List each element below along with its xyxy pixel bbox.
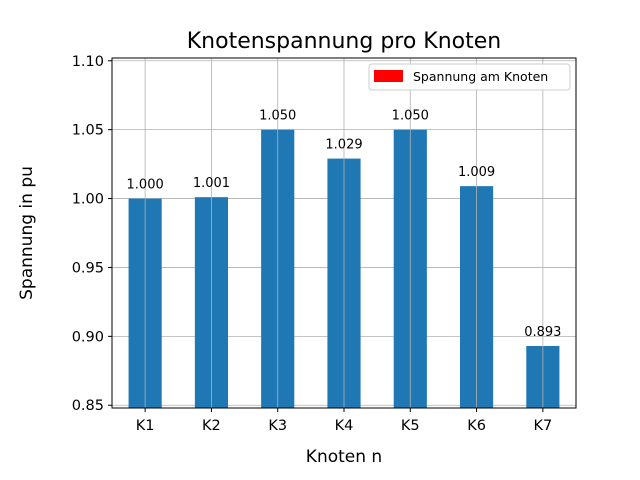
y-tick-label: 1.00 (72, 192, 104, 208)
y-tick-label: 0.85 (72, 398, 104, 414)
x-tick-label: K3 (268, 418, 287, 434)
y-tick-label: 1.05 (72, 123, 104, 139)
x-axis-label: Knoten n (306, 447, 382, 467)
legend-box (368, 63, 571, 91)
data-label: 1.029 (325, 138, 362, 153)
legend: Spannung am Knoten (368, 63, 571, 91)
y-tick-label: 0.90 (72, 329, 104, 345)
plot-frame (111, 57, 577, 409)
data-label: 1.000 (127, 178, 164, 193)
y-axis-label: Spannung in pu (17, 166, 37, 300)
x-tick-label: K1 (136, 418, 155, 434)
legend-label: Spannung am Knoten (413, 69, 548, 84)
bar-value-labels: 1.000 1.001 1.050 1.029 1.050 1.009 0.893 (127, 109, 562, 340)
x-tick-label: K6 (467, 418, 486, 434)
x-tick-label: K7 (533, 418, 552, 434)
data-label: 1.001 (193, 176, 230, 191)
x-axis-ticks: K1 K2 K3 K4 K5 K6 K7 (136, 408, 552, 434)
x-tick-label: K4 (335, 418, 354, 434)
y-tick-label: 1.10 (72, 54, 104, 70)
x-tick-label: K5 (401, 418, 420, 434)
data-label: 0.893 (524, 325, 561, 340)
chart-title: Knotenspannung pro Knoten (187, 29, 502, 54)
legend-color-patch (374, 70, 403, 82)
data-label: 1.009 (458, 165, 495, 180)
data-label: 1.050 (259, 109, 296, 124)
x-gridlines-over-bars (144, 58, 544, 408)
x-tick-label: K2 (202, 418, 221, 434)
y-axis-ticks: 0.85 0.90 0.95 1.00 1.05 1.10 (72, 54, 112, 414)
data-label: 1.050 (392, 109, 429, 124)
y-tick-label: 0.95 (72, 260, 104, 276)
